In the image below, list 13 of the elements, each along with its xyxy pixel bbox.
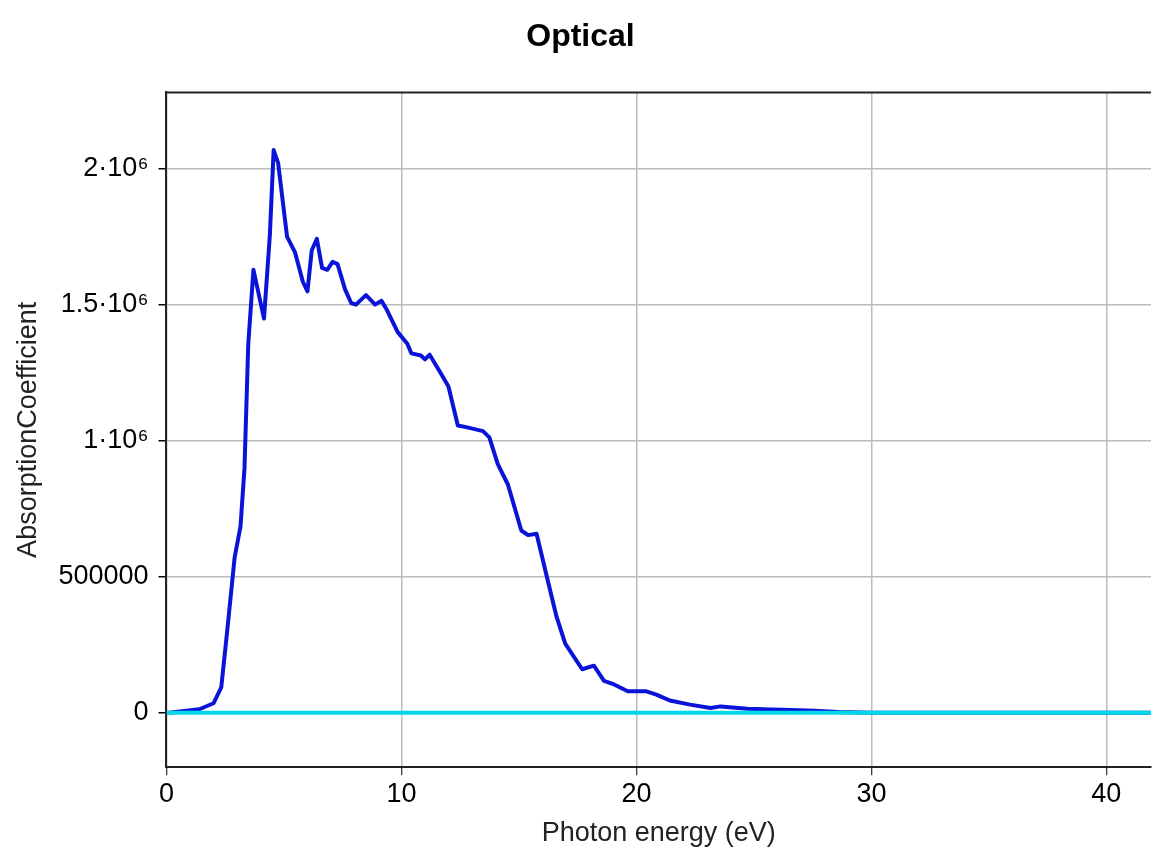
y-tick-label: 1.5·10⁶ — [60, 288, 149, 319]
x-tick-label: 10 — [386, 777, 417, 808]
x-tick-label: 20 — [621, 777, 652, 808]
chart-title: Optical — [526, 17, 635, 54]
y-tick-label: 2·10⁶ — [83, 152, 149, 183]
y-tick-label: 1·10⁶ — [83, 424, 149, 455]
x-tick-label: 30 — [856, 777, 887, 808]
y-tick-label: 0 — [133, 696, 149, 727]
y-tick-label: 500000 — [58, 560, 149, 591]
x-tick-label: 0 — [158, 777, 175, 808]
x-tick-label: 40 — [1091, 777, 1122, 808]
y-axis-title: AbsorptionCoefficient — [11, 301, 42, 558]
x-axis-title: Photon energy (eV) — [541, 817, 776, 848]
